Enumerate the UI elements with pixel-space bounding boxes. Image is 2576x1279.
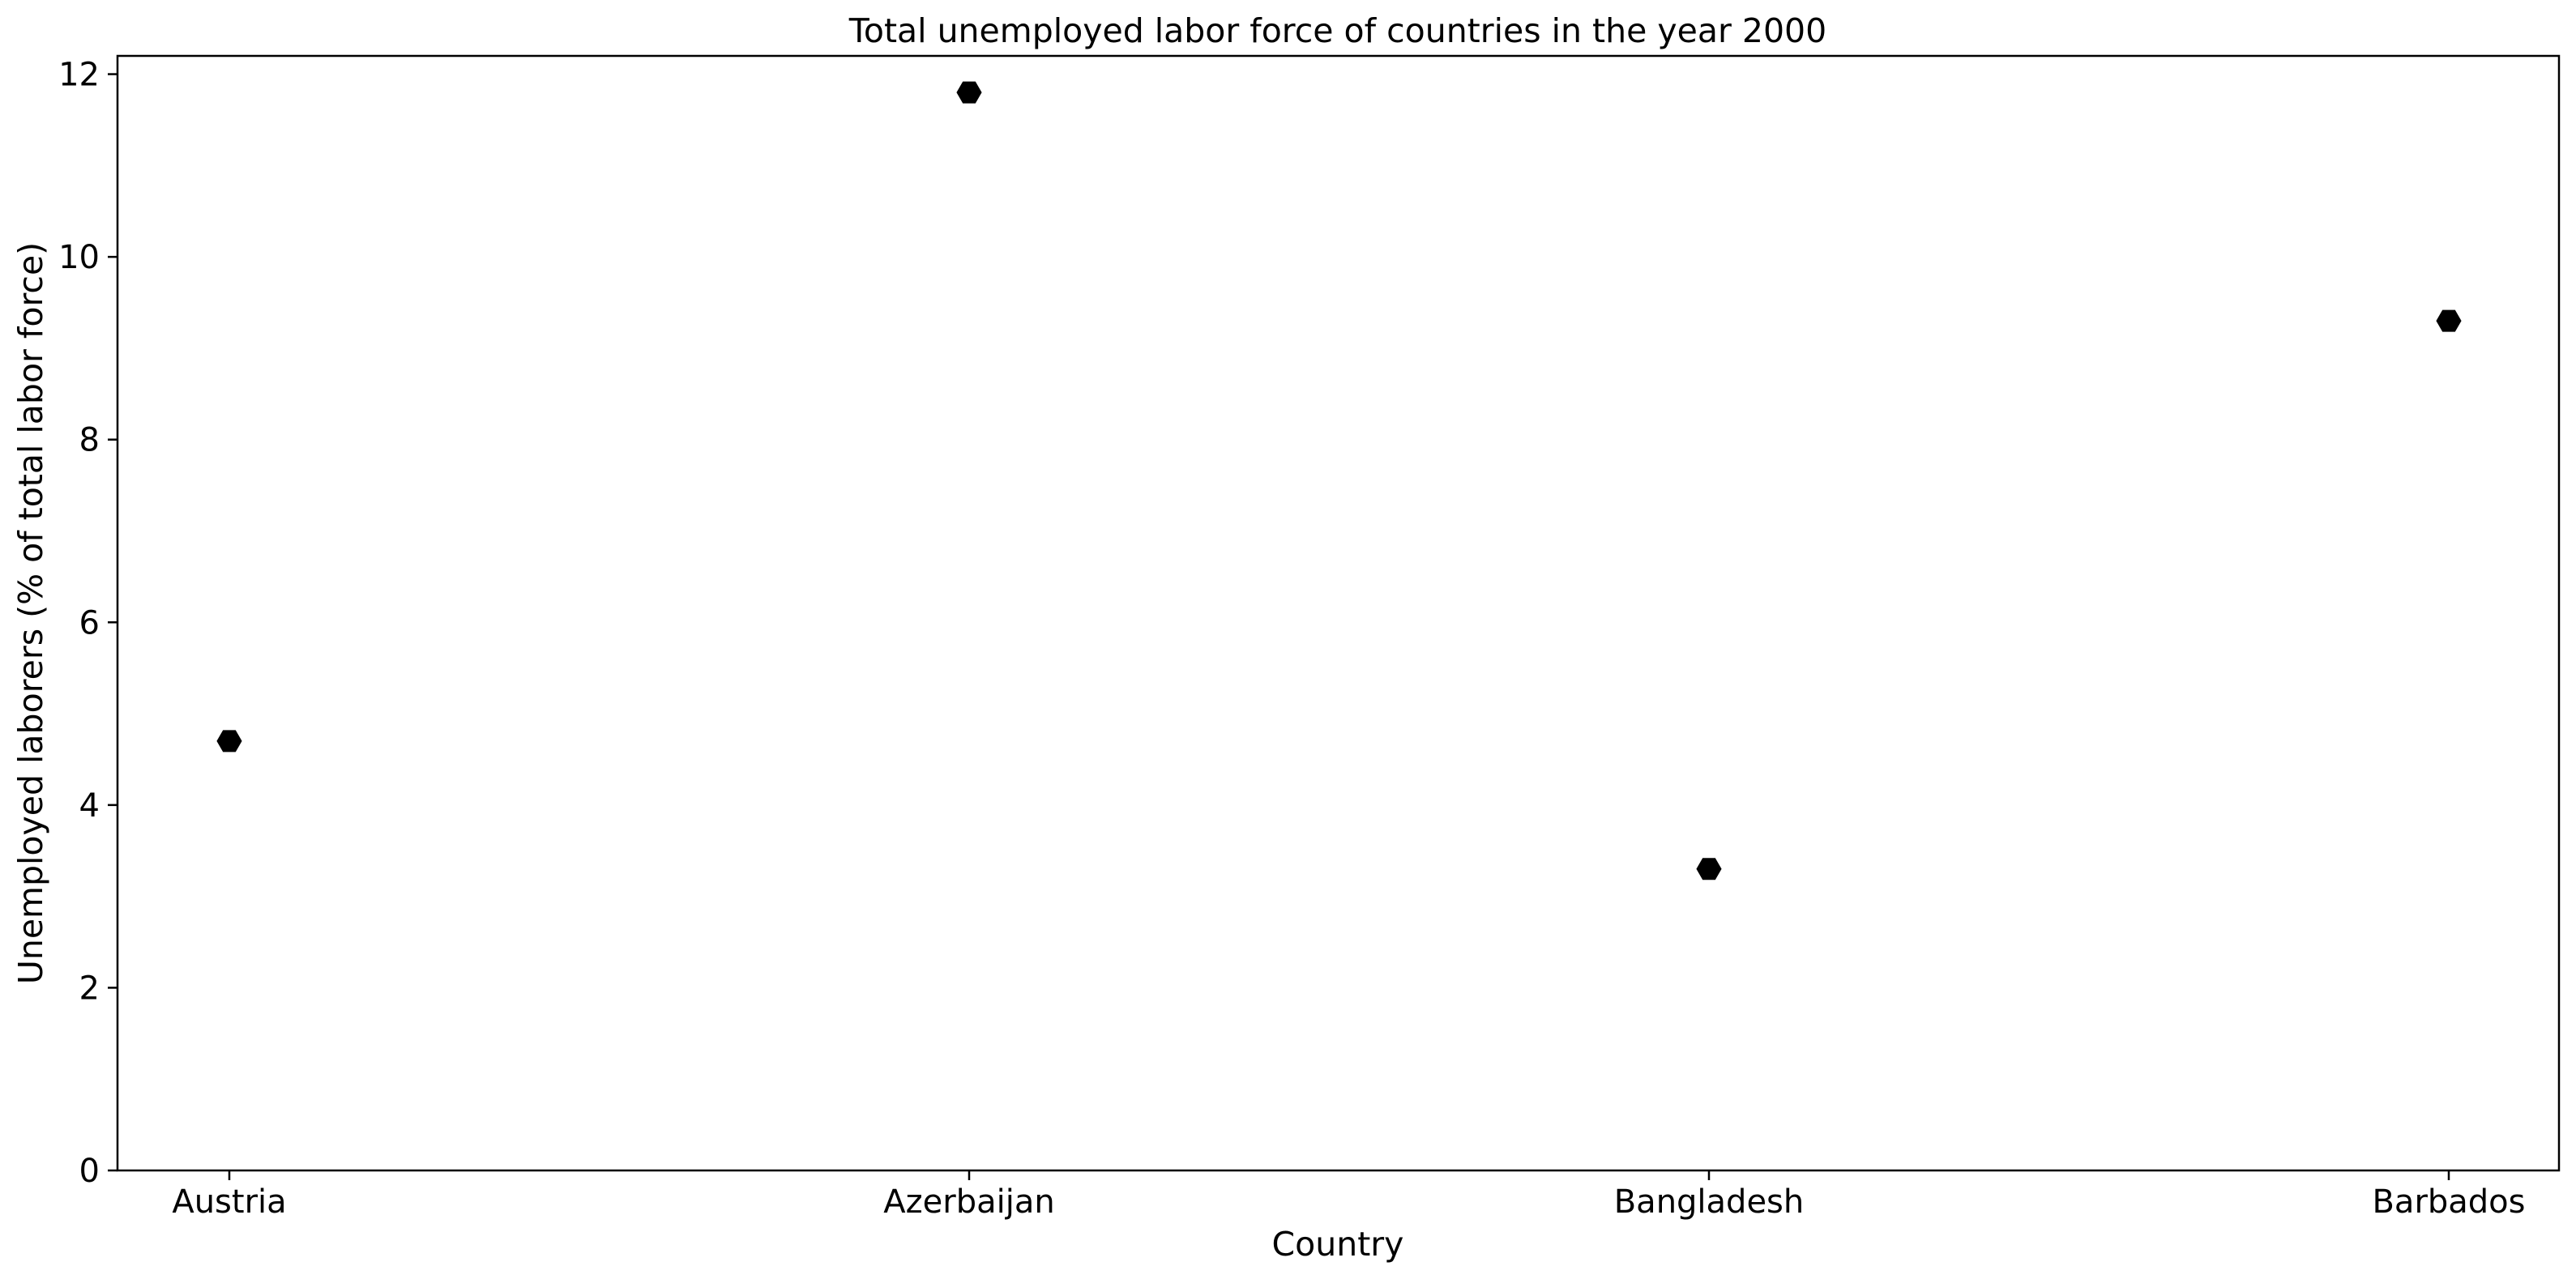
data-point [956,81,982,104]
plot-frame [116,54,2561,1172]
x-tick-label: Barbados [2372,1183,2525,1221]
data-point [1696,858,1722,880]
points-layer [216,81,2462,880]
y-tick-label: 10 [58,239,100,276]
y-tick-label: 2 [79,970,100,1007]
x-tick-label: Azerbaijan [883,1183,1054,1221]
data-point [2436,309,2462,332]
x-tick-label: Austria [172,1183,286,1221]
y-tick-label: 4 [79,787,100,825]
x-tick-label: Bangladesh [1614,1183,1805,1221]
ticks-layer: 0 2 4 6 8 10 12 Austria Azerbaijan Bangladesh Barb… [58,57,2525,1221]
data-point [216,730,242,752]
chart-title: Total unemployed labor force of countrie… [848,11,1826,50]
y-tick-label: 6 [79,604,100,642]
x-axis-label: Country [1272,1225,1404,1264]
y-tick-label: 8 [79,422,100,459]
y-axis-label: Unemployed laborers (% of total labor fo… [11,242,50,984]
y-tick-label: 0 [79,1153,100,1190]
y-tick-label: 12 [58,57,100,94]
